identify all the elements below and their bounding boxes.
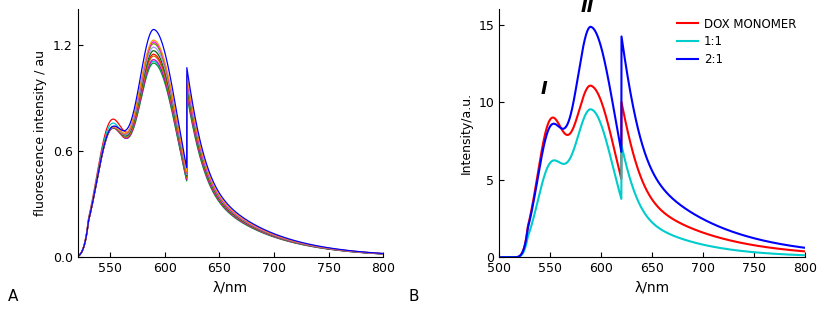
2:1 <box>510 255 520 259</box>
DOX MONOMER <box>791 249 801 252</box>
2:1 <box>635 134 645 138</box>
1:1 <box>643 216 653 219</box>
DOX MONOMER <box>735 241 745 245</box>
DOX MONOMER <box>800 250 810 253</box>
Text: II: II <box>581 0 595 16</box>
1:1 <box>510 255 520 259</box>
2:1 <box>800 246 810 250</box>
2:1 <box>735 232 745 236</box>
1:1 <box>635 203 645 206</box>
1:1 <box>800 253 810 257</box>
2:1 <box>791 245 801 248</box>
DOX MONOMER <box>510 255 520 259</box>
1:1 <box>586 107 596 111</box>
DOX MONOMER <box>586 84 596 87</box>
1:1 <box>791 253 801 257</box>
Line: DOX MONOMER: DOX MONOMER <box>499 86 805 257</box>
Y-axis label: fluorescence intensity / au: fluorescence intensity / au <box>34 50 47 216</box>
2:1 <box>791 245 801 248</box>
X-axis label: λ/nm: λ/nm <box>635 281 670 295</box>
2:1 <box>494 255 504 259</box>
Line: 1:1: 1:1 <box>499 109 805 257</box>
X-axis label: λ/nm: λ/nm <box>212 281 248 295</box>
1:1 <box>791 253 801 257</box>
Text: I: I <box>541 80 547 98</box>
Y-axis label: Intensity/a.u.: Intensity/a.u. <box>460 92 473 174</box>
1:1 <box>735 249 745 253</box>
Text: B: B <box>408 289 419 304</box>
DOX MONOMER <box>494 255 504 259</box>
1:1 <box>494 255 504 259</box>
Text: A: A <box>8 289 19 304</box>
DOX MONOMER <box>791 249 801 252</box>
Line: 2:1: 2:1 <box>499 27 805 257</box>
2:1 <box>643 159 653 163</box>
Legend: DOX MONOMER, 1:1, 2:1: DOX MONOMER, 1:1, 2:1 <box>675 15 799 69</box>
DOX MONOMER <box>643 191 653 195</box>
2:1 <box>586 25 596 29</box>
DOX MONOMER <box>635 173 645 176</box>
